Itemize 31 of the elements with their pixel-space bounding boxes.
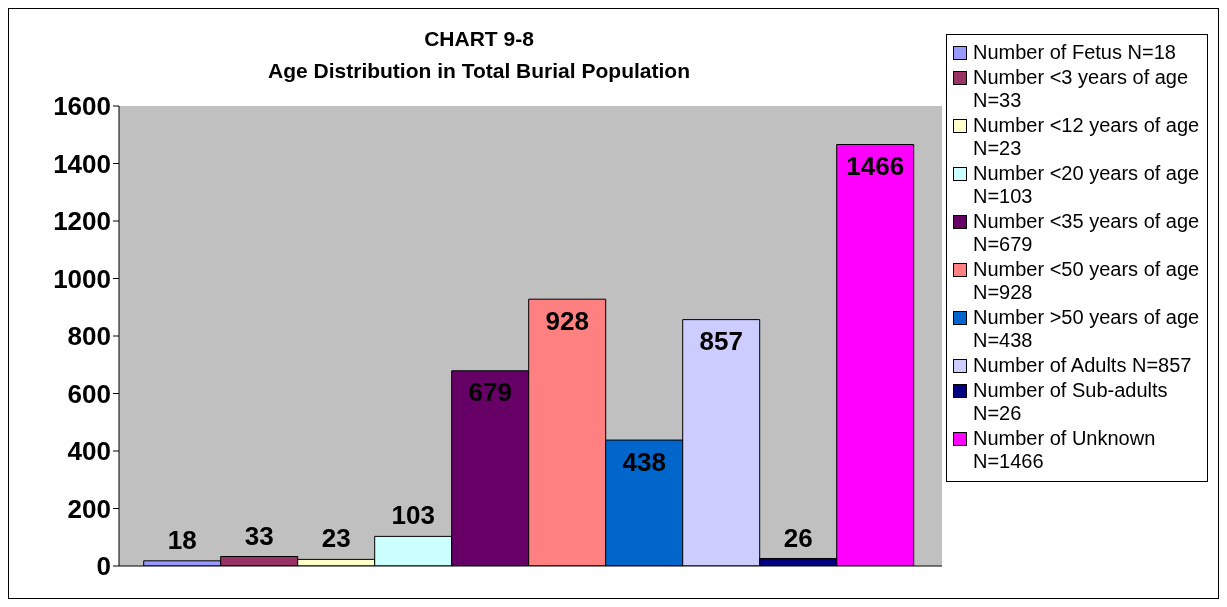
legend-label: Number <50 years of age N=928: [973, 258, 1201, 304]
y-tick-label: 400: [67, 436, 111, 467]
y-tick-label: 600: [67, 378, 111, 409]
data-label: 857: [699, 326, 743, 357]
y-tick-label: 0: [96, 551, 111, 582]
legend-label: Number <12 years of age N=23: [973, 114, 1201, 160]
legend-label: Number >50 years of age N=438: [973, 306, 1201, 352]
data-label: 33: [244, 520, 274, 551]
data-label: 23: [321, 523, 351, 554]
data-label: 679: [468, 377, 512, 408]
legend-label: Number <3 years of age N=33: [973, 66, 1190, 112]
legend-label: Number of Adults N=857: [973, 354, 1192, 377]
y-tick-label: 1400: [53, 148, 111, 179]
y-tick-label: 800: [67, 321, 111, 352]
data-label: 18: [167, 524, 197, 555]
data-label: 1466: [846, 150, 905, 181]
data-label: 103: [391, 500, 435, 531]
legend-label: Number <35 years of age N=679: [973, 210, 1201, 256]
chart-title: CHART 9-8: [423, 26, 535, 52]
data-label: 438: [622, 446, 666, 477]
chart-subtitle: Age Distribution in Total Burial Population: [267, 58, 691, 84]
y-tick-label: 1200: [53, 206, 111, 237]
data-label: 928: [545, 305, 589, 336]
legend-label: Number <20 years of age N=103: [973, 162, 1201, 208]
y-tick-label: 1600: [53, 91, 111, 122]
y-tick-label: 1000: [53, 263, 111, 294]
legend-label: Number of Fetus N=18: [973, 41, 1176, 64]
y-tick-label: 200: [67, 493, 111, 524]
legend-label: Number of Unknown N=1466: [973, 427, 1157, 473]
data-label: 26: [783, 522, 813, 553]
legend-label: Number of Sub-adults N=26: [973, 379, 1169, 425]
